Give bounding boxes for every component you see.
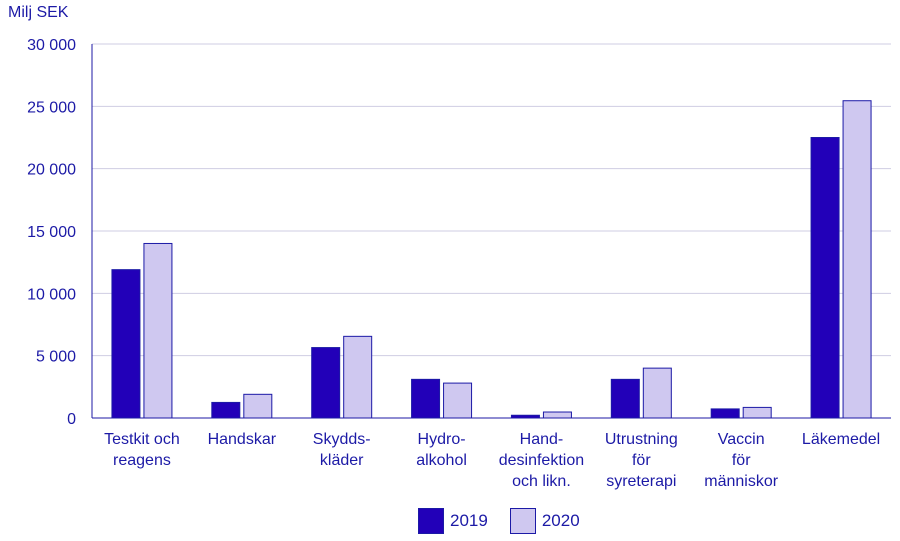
legend: 2019 2020	[418, 508, 602, 534]
legend-label-2020: 2020	[541, 511, 580, 530]
bar-2020	[143, 242, 173, 419]
bar-2020	[542, 411, 572, 419]
y-tick-label: 25 000	[27, 99, 76, 116]
x-tick-label: Vaccin för människor	[704, 431, 778, 490]
x-tick-label: Skydds-kläder	[313, 431, 371, 469]
legend-item-2020: 2020	[509, 508, 580, 534]
bar-2019	[610, 378, 640, 419]
y-tick-label: 15 000	[27, 224, 76, 241]
x-tick-label: Läkemedel	[802, 431, 880, 448]
x-tick-label: Handskar	[208, 431, 277, 448]
x-tick-label: Utrustning för syreterapi	[605, 431, 678, 490]
bar-2019	[311, 347, 341, 419]
y-tick-label: 30 000	[27, 37, 76, 54]
bar-2020	[343, 335, 373, 419]
bar-2020	[742, 406, 772, 419]
y-tick-label: 20 000	[27, 162, 76, 179]
bar-2019	[810, 137, 840, 419]
bar-2019	[111, 269, 141, 419]
y-tick-label: 10 000	[27, 286, 76, 303]
bar-2019	[411, 378, 441, 419]
bar-2020	[243, 393, 273, 419]
legend-swatch-2020	[509, 508, 536, 534]
legend-item-2019: 2019	[418, 508, 488, 534]
bar-2020	[443, 382, 473, 419]
x-tick-label: Hand-desinfektion och likn.	[499, 431, 584, 490]
x-tick-label: Hydro-alkohol	[416, 431, 467, 469]
legend-label-2019: 2019	[450, 511, 488, 530]
bar-2019	[710, 408, 740, 419]
bar-2020	[842, 100, 872, 419]
bar-2019	[211, 401, 241, 419]
y-tick-label: 0	[67, 411, 76, 428]
legend-swatch-2019	[418, 508, 444, 534]
bar-2020	[642, 367, 672, 419]
x-tick-label: Testkit och reagens	[104, 431, 180, 469]
y-unit-label: Milj SEK	[8, 4, 69, 21]
y-tick-label: 5 000	[36, 349, 76, 366]
